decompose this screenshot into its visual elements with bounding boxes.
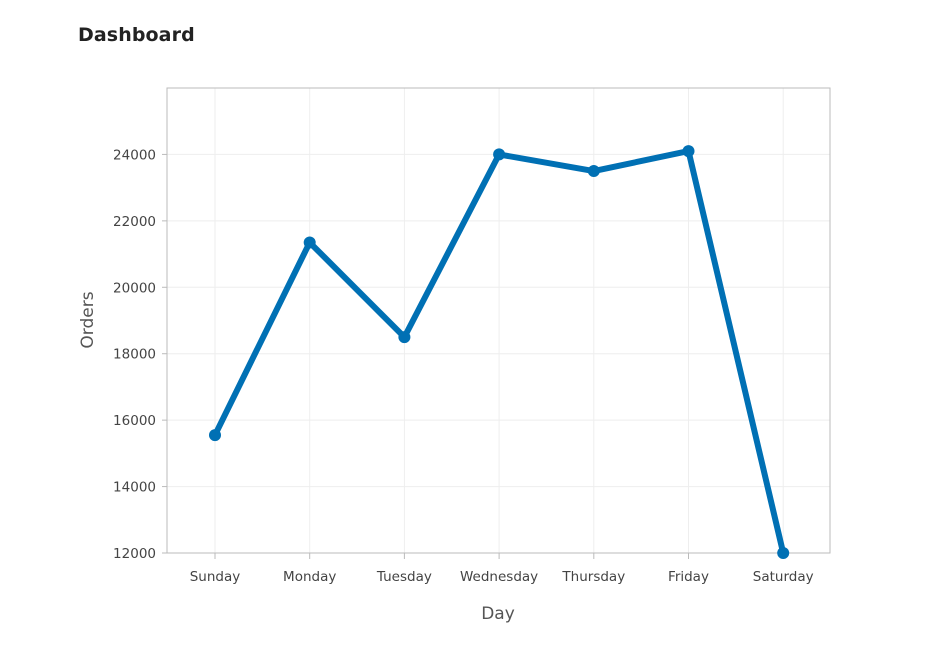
- x-tick-label: Monday: [283, 569, 336, 585]
- x-axis-label: Day: [481, 604, 515, 624]
- y-tick-label: 16000: [113, 413, 156, 429]
- data-point: [587, 165, 600, 178]
- y-tick-label: 14000: [113, 480, 156, 496]
- y-tick-label: 12000: [113, 546, 156, 562]
- x-tick-label: Wednesday: [460, 569, 538, 585]
- y-axis-label: Orders: [78, 291, 98, 348]
- y-tick-label: 20000: [113, 280, 156, 296]
- x-tick-label: Sunday: [190, 569, 241, 585]
- series-layer: [209, 145, 790, 559]
- data-point: [303, 236, 316, 249]
- y-tick-label: 22000: [113, 214, 156, 230]
- x-tick-label: Friday: [668, 569, 709, 585]
- page-title: Dashboard: [78, 24, 195, 46]
- data-point: [493, 148, 506, 161]
- x-tick-label: Saturday: [753, 569, 814, 585]
- y-tick-label: 24000: [113, 147, 156, 163]
- axis-ticks: 12000 14000 16000 18000 20000 22000 24000 Sunda…: [113, 147, 814, 585]
- y-tick-label: 18000: [113, 347, 156, 363]
- plot-frame: [166, 87, 831, 554]
- data-point: [398, 331, 411, 344]
- x-tick-label: Thursday: [561, 569, 625, 585]
- data-point: [682, 145, 695, 158]
- data-point: [209, 429, 221, 442]
- data-point: [777, 547, 790, 559]
- x-tick-label: Tuesday: [376, 569, 432, 585]
